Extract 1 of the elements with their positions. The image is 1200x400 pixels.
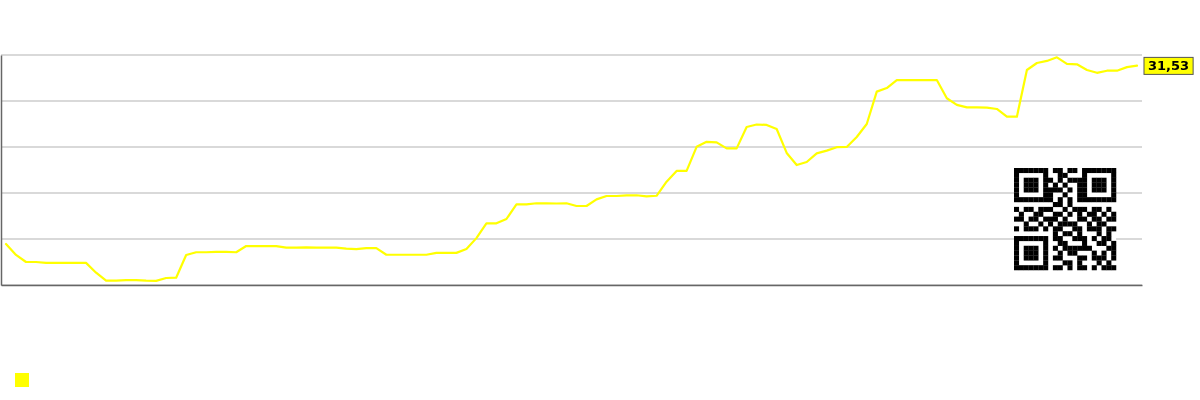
- data-label: 31,53: [1148, 58, 1190, 74]
